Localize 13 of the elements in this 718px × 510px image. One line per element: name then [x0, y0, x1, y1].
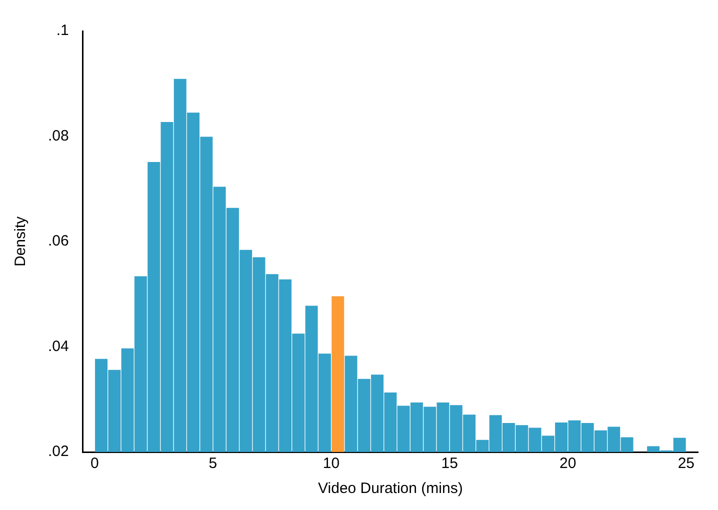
y-tick-label: .1: [56, 22, 69, 40]
y-tick-label: .04: [48, 338, 69, 355]
y-tick-label: .08: [48, 127, 69, 144]
x-axis-title: Video Duration (mins): [318, 480, 463, 498]
x-tick-label: 0: [90, 455, 99, 472]
x-tick-label: 10: [322, 455, 340, 472]
x-tick-label: 25: [678, 455, 695, 472]
y-tick-label: .02: [48, 443, 69, 460]
y-tick-label: .06: [48, 232, 69, 250]
x-tick-label: 15: [441, 455, 458, 472]
y-axis-title: Density: [12, 216, 30, 267]
x-tick-label: 5: [208, 455, 218, 472]
x-tick-label: 20: [560, 455, 576, 472]
